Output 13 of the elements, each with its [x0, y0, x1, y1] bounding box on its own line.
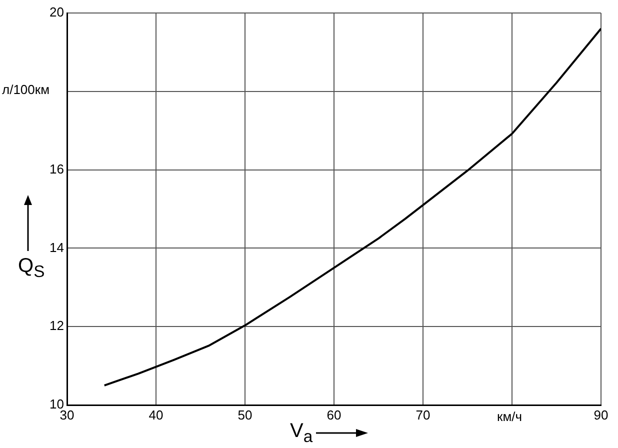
- x-tick-label: 70: [416, 407, 430, 422]
- y-tick-label: 14: [50, 240, 64, 255]
- y-tick-label: 20: [50, 4, 64, 20]
- text: л/100км: [2, 82, 50, 97]
- x-tick-label: 40: [148, 407, 164, 422]
- y-tick-label: 12: [50, 318, 64, 334]
- x-tick-label: 50: [238, 407, 252, 422]
- x-tick-label: 90: [594, 407, 608, 422]
- text: км/ч: [497, 409, 522, 424]
- y-tick-label: 16: [50, 161, 64, 176]
- x-tick-label: 60: [326, 407, 342, 422]
- y-axis-title: Q$_{S}$: [18, 255, 45, 282]
- x-axis-title: V$_{a}$: [290, 420, 313, 447]
